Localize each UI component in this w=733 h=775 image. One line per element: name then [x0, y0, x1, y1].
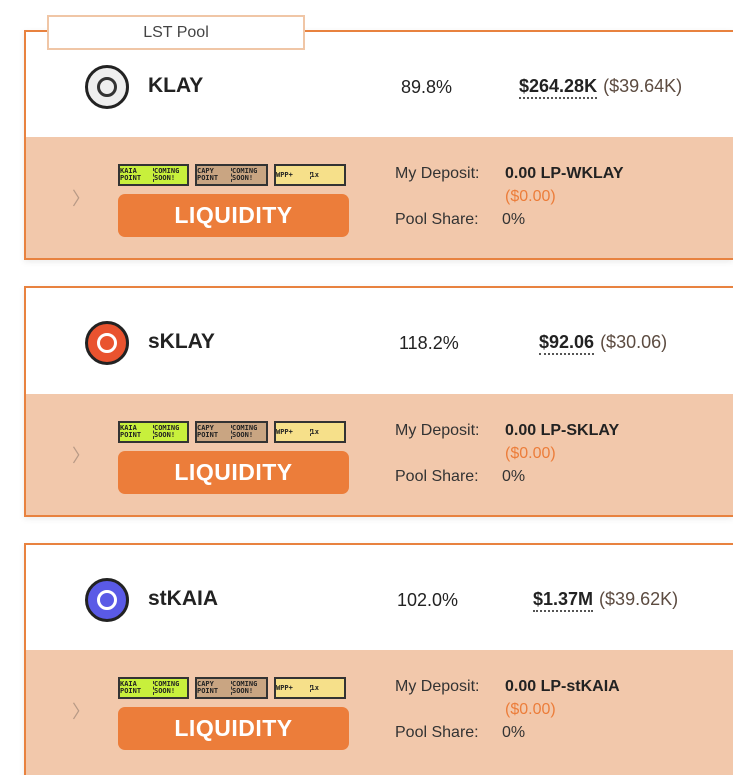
- badge: CAPY POINT COMING SOON!: [195, 164, 268, 186]
- tvl: $1.37M: [533, 589, 594, 612]
- tvl: $92.06: [539, 332, 595, 355]
- deposit-usd: ($0.00): [505, 445, 556, 462]
- apr: 118.2%: [399, 333, 459, 353]
- expand-chevron[interactable]: 〉: [72, 446, 90, 466]
- badge-row: KAIA POINT COMING SOON! CAPY POINT COMING S…: [118, 164, 346, 186]
- tvl-row: $92.06 ($30.06): [539, 332, 667, 355]
- token-icon-inner: [97, 333, 117, 353]
- badge: KAIA POINT COMING SOON!: [118, 677, 189, 699]
- badge-row: KAIA POINT COMING SOON! CAPY POINT COMING S…: [118, 421, 346, 443]
- badge-note: 1x: [309, 171, 345, 179]
- badge-note: COMING SOON!: [231, 681, 266, 695]
- badge-label: KAIA POINT: [120, 167, 142, 182]
- pool-details: 〉 KAIA POINT COMING SOON! CAPY POINT COMING …: [26, 650, 733, 775]
- share-label: Pool Share:: [395, 724, 479, 741]
- badge: WPP+ 1x: [274, 677, 346, 699]
- tvl-row: $1.37M ($39.62K): [533, 589, 678, 612]
- deposit-label: My Deposit:: [395, 165, 480, 182]
- token-icon: [85, 321, 129, 365]
- badge: CAPY POINT COMING SOON!: [195, 677, 268, 699]
- badge-label: WPP+: [276, 683, 293, 692]
- badge-note: COMING SOON!: [153, 425, 187, 439]
- pool-card: 〉 KAIA POINT COMING SOON! CAPY POINT COMING …: [24, 543, 733, 775]
- badge-label: KAIA POINT: [120, 680, 142, 695]
- tvl-usd: ($30.06): [600, 332, 668, 352]
- tvl: $264.28K: [519, 76, 598, 99]
- badge-note: COMING SOON!: [231, 168, 266, 182]
- deposit-value: 0.00 LP-WKLAY: [505, 165, 624, 182]
- token-icon: [85, 65, 129, 109]
- deposit-label: My Deposit:: [395, 422, 480, 439]
- apr: 89.8%: [401, 77, 453, 97]
- deposit-value: 0.00 LP-SKLAY: [505, 422, 620, 439]
- token-name: stKAIA: [148, 587, 219, 610]
- share-value: 0%: [502, 724, 526, 741]
- token-name: sKLAY: [148, 330, 215, 353]
- badge-label: WPP+: [276, 170, 293, 179]
- badge-label: CAPY POINT: [197, 424, 219, 439]
- pool-card: 〉 KAIA POINT COMING SOON! CAPY POINT COMING …: [24, 286, 733, 517]
- badge-label: CAPY POINT: [197, 167, 219, 182]
- badge: WPP+ 1x: [274, 421, 346, 443]
- deposit-usd: ($0.00): [505, 188, 556, 205]
- deposit-usd: ($0.00): [505, 701, 556, 718]
- tvl-usd: ($39.64K): [603, 76, 683, 96]
- liquidity-button[interactable]: LIQUIDITY: [118, 194, 349, 237]
- badge: KAIA POINT COMING SOON!: [118, 164, 189, 186]
- share-label: Pool Share:: [395, 211, 479, 228]
- pool-group-tag: LST Pool: [47, 15, 305, 50]
- badge-row: KAIA POINT COMING SOON! CAPY POINT COMING S…: [118, 677, 346, 699]
- expand-chevron[interactable]: 〉: [72, 702, 90, 722]
- badge-label: WPP+: [276, 427, 293, 436]
- liquidity-button[interactable]: LIQUIDITY: [118, 707, 349, 750]
- expand-chevron[interactable]: 〉: [72, 189, 90, 209]
- token-icon-inner: [97, 590, 117, 610]
- badge-note: 1x: [309, 428, 345, 436]
- badge-label: CAPY POINT: [197, 680, 219, 695]
- token-name: KLAY: [148, 74, 204, 97]
- badge: KAIA POINT COMING SOON!: [118, 421, 189, 443]
- badge-note: COMING SOON!: [153, 681, 187, 695]
- apr: 102.0%: [397, 590, 459, 610]
- badge-label: KAIA POINT: [120, 424, 142, 439]
- pool-card: 〉 KAIA POINT COMING SOON! CAPY POINT COMING …: [24, 30, 733, 260]
- liquidity-button[interactable]: LIQUIDITY: [118, 451, 349, 494]
- tvl-row: $264.28K ($39.64K): [519, 76, 682, 99]
- share-label: Pool Share:: [395, 468, 479, 485]
- token-icon: [85, 578, 129, 622]
- badge-note: COMING SOON!: [231, 425, 266, 439]
- share-value: 0%: [502, 468, 526, 485]
- deposit-value: 0.00 LP-stKAIA: [505, 678, 620, 695]
- deposit-label: My Deposit:: [395, 678, 480, 695]
- pool-details: 〉 KAIA POINT COMING SOON! CAPY POINT COMING …: [26, 394, 733, 515]
- badge-note: 1x: [309, 684, 345, 692]
- badge: CAPY POINT COMING SOON!: [195, 421, 268, 443]
- share-value: 0%: [502, 211, 526, 228]
- tvl-usd: ($39.62K): [599, 589, 679, 609]
- token-icon-inner: [97, 77, 117, 97]
- pool-details: 〉 KAIA POINT COMING SOON! CAPY POINT COMING …: [26, 137, 733, 258]
- badge: WPP+ 1x: [274, 164, 346, 186]
- badge-note: COMING SOON!: [153, 168, 187, 182]
